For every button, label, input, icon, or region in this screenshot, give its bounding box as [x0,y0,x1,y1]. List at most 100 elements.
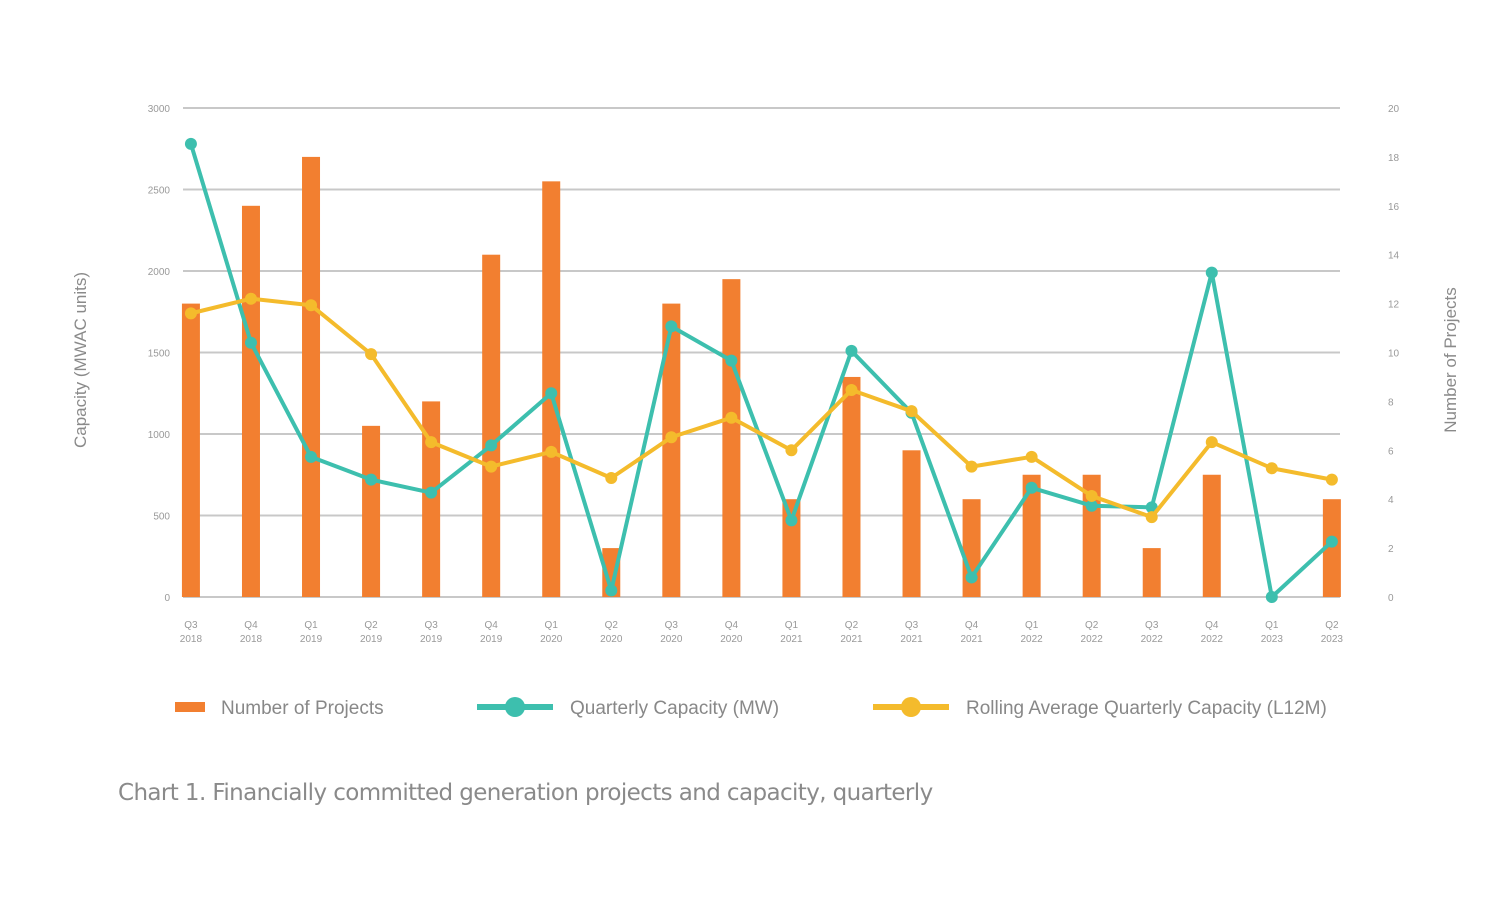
right-tick-label: 10 [1388,349,1400,360]
left-tick-label: 3000 [148,104,171,115]
data-point-2 [1205,436,1218,449]
bar-projects [1202,474,1221,597]
bar-projects [1022,474,1041,597]
data-point-2 [425,436,438,449]
x-tick-label: Q4 [725,620,739,631]
series-line-1 [189,143,1334,599]
x-tick-label: Q2 [1085,620,1099,631]
left-axis-label: Capacity (MWAC units) [71,272,90,448]
legend-label: Number of Projects [221,698,384,719]
right-tick-label: 8 [1388,397,1394,408]
data-point-2 [605,472,618,485]
legend-label: Quarterly Capacity (MW) [570,698,779,719]
left-tick-label: 1000 [148,430,171,441]
x-tick-label: 2019 [360,634,383,645]
x-tick-label: 2022 [1201,634,1224,645]
left-tick-label: 0 [164,593,170,604]
x-tick-label: Q2 [845,620,859,631]
bar-projects [662,303,681,597]
data-point-1 [425,486,438,499]
left-tick-label: 1500 [148,349,171,360]
x-tick-label: Q3 [184,620,198,631]
right-tick-label: 0 [1388,593,1394,604]
data-point-1 [1325,535,1338,548]
x-tick-label: 2019 [420,634,443,645]
bar-projects [302,156,321,597]
data-point-1 [545,387,558,400]
data-point-2 [905,405,918,418]
legend-swatch-marker [901,697,921,717]
right-tick-label: 4 [1388,495,1394,506]
data-point-1 [1205,266,1218,279]
right-tick-label: 2 [1388,544,1394,555]
x-tick-label: Q1 [1265,620,1279,631]
left-tick-label: 2000 [148,267,171,278]
x-tick-label: Q4 [965,620,979,631]
data-point-2 [965,460,978,473]
x-tick-label: 2023 [1261,634,1284,645]
chart-caption: Chart 1. Financially committed generatio… [118,780,933,806]
bar-projects [422,401,441,597]
data-point-2 [785,444,798,457]
data-point-1 [305,450,318,463]
left-tick-label: 2500 [148,186,171,197]
data-point-2 [545,445,558,458]
x-tick-label: 2023 [1321,634,1344,645]
data-point-2 [305,299,318,312]
data-point-1 [244,336,257,349]
x-tick-label: 2020 [600,634,623,645]
x-tick-label: 2022 [1081,634,1104,645]
legend-label: Rolling Average Quarterly Capacity (L12M… [966,698,1327,719]
x-tick-label: 2019 [300,634,323,645]
x-tick-label: 2021 [840,634,863,645]
data-point-2 [244,292,257,305]
bar-projects [782,499,801,597]
x-tick-label: Q4 [1205,620,1219,631]
x-tick-label: Q1 [304,620,318,631]
bar-projects [362,425,381,597]
x-tick-label: 2022 [1141,634,1164,645]
x-tick-label: 2018 [240,634,263,645]
data-point-2 [1145,511,1158,524]
bar-projects [722,279,741,597]
left-tick-label: 500 [153,512,170,523]
data-point-1 [365,473,378,486]
x-tick-label: Q3 [424,620,438,631]
bar-projects [181,303,200,597]
data-point-2 [184,307,197,320]
x-tick-label: 2021 [780,634,803,645]
x-tick-label: Q3 [905,620,919,631]
data-point-1 [1265,591,1278,603]
data-point-2 [665,431,678,444]
x-tick-label: Q3 [1145,620,1159,631]
x-tick-label: 2020 [660,634,683,645]
right-axis-label: Number of Projects [1441,287,1460,433]
x-tick-label: 2022 [1021,634,1044,645]
data-point-1 [1085,499,1098,512]
x-tick-label: Q1 [545,620,559,631]
series-line-2 [190,296,1333,520]
data-point-2 [725,411,738,424]
right-tick-label: 16 [1388,202,1400,213]
x-tick-label: Q2 [364,620,378,631]
right-tick-label: 18 [1388,153,1400,164]
bar-projects [1322,499,1341,597]
bar-projects [902,450,921,597]
data-point-2 [485,460,498,473]
data-point-1 [184,137,197,150]
bar-projects [602,548,621,597]
right-tick-label: 14 [1388,251,1400,262]
x-tick-label: Q1 [785,620,799,631]
data-point-1 [485,439,498,452]
legend-swatch-bar [175,702,205,712]
data-point-1 [665,320,678,333]
x-tick-label: 2021 [960,634,983,645]
bar-projects [1142,548,1161,597]
data-point-2 [1265,462,1278,475]
x-tick-label: Q4 [485,620,499,631]
x-tick-label: Q4 [244,620,258,631]
x-tick-label: Q1 [1025,620,1039,631]
data-point-1 [845,344,858,357]
data-point-2 [1025,450,1038,463]
